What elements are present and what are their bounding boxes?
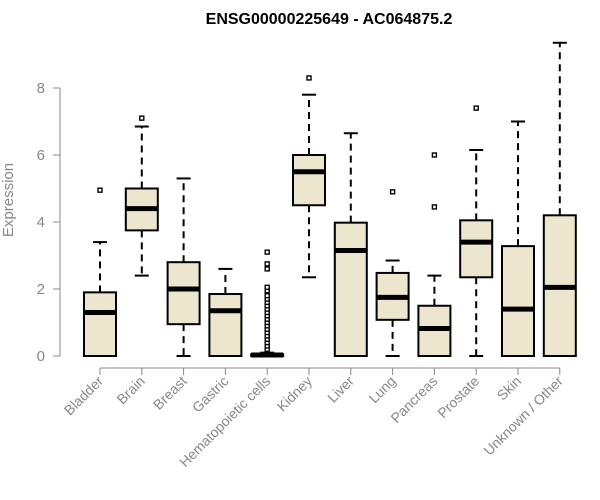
outlier-point (431, 204, 438, 210)
iqr-box (501, 245, 535, 357)
y-tick-label: 2 (37, 281, 45, 298)
box-liver (333, 132, 368, 357)
x-tick-label: Lung (365, 373, 398, 406)
box-unknown-other (542, 41, 577, 357)
y-axis-label: Expression (0, 163, 17, 237)
box-breast (166, 177, 201, 357)
box-kidney (292, 75, 326, 279)
box-series (83, 41, 577, 358)
outlier-point (139, 115, 145, 121)
outlier-point (473, 105, 479, 111)
x-tick-label: Unknown / Other (480, 373, 566, 459)
chart-title: ENSG00000225649 - AC064875.2 (206, 11, 453, 28)
y-tick-label: 4 (37, 214, 45, 231)
x-tick-label: Brain (113, 373, 147, 407)
iqr-box (333, 221, 368, 357)
iqr-box (83, 291, 117, 358)
outlier-point (264, 261, 270, 267)
x-tick-label: Liver (324, 373, 357, 406)
box-gastric (208, 267, 243, 357)
outlier-point (431, 152, 438, 158)
outlier-point (264, 284, 270, 291)
iqr-box (166, 261, 201, 326)
x-tick-label: Kidney (274, 373, 316, 415)
box-lung (375, 189, 410, 357)
iqr-box (292, 154, 326, 207)
box-bladder (83, 187, 117, 358)
y-axis: 0 2 4 6 8 (37, 80, 61, 365)
outlier-point (264, 266, 270, 272)
x-tick-label: Prostate (434, 373, 482, 421)
x-tick-label: Breast (150, 373, 190, 413)
x-tick-label: Skin (494, 373, 525, 404)
box-hematopoietic-cells (250, 249, 285, 358)
box-brain (124, 115, 159, 277)
box-skin (501, 120, 535, 357)
iqr-box (459, 219, 494, 279)
x-tick-label: Bladder (61, 373, 107, 419)
outlier-point (389, 189, 396, 195)
outlier-point (97, 187, 103, 193)
outlier-point (264, 293, 270, 299)
iqr-box (208, 293, 243, 357)
box-prostate (459, 105, 494, 357)
y-tick-label: 6 (37, 147, 45, 164)
box-pancreas (417, 152, 452, 357)
outlier-point (306, 75, 312, 81)
outlier-point (264, 249, 270, 255)
y-tick-label: 0 (37, 348, 45, 365)
y-tick-label: 8 (37, 80, 45, 97)
